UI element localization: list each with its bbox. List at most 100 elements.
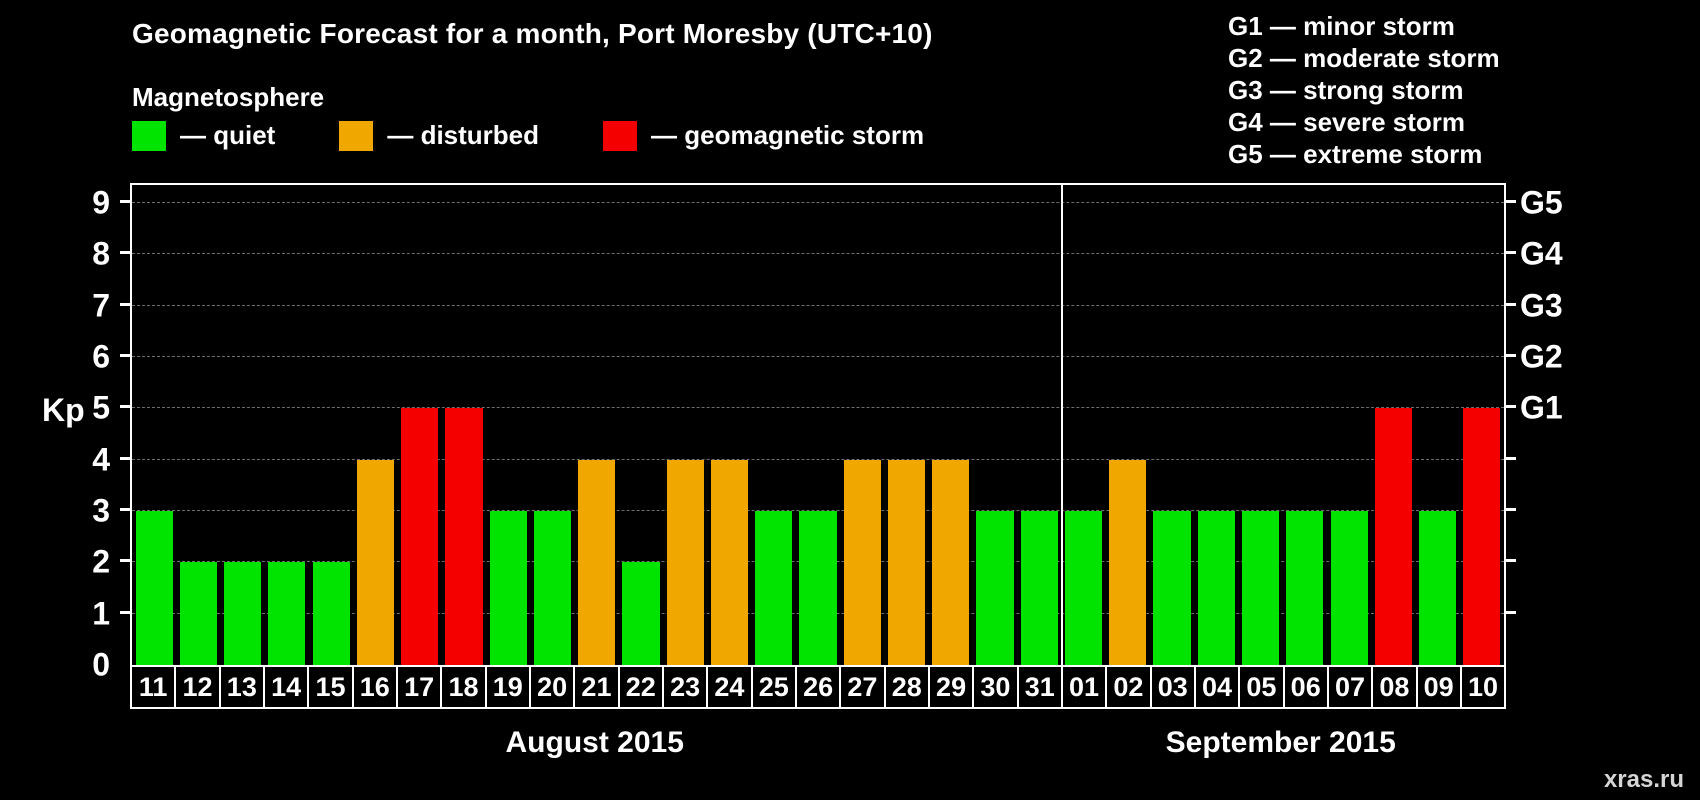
legend-heading: Magnetosphere (132, 82, 325, 112)
disturbed-color-swatch (339, 120, 374, 151)
day-cell: 09 (1418, 667, 1462, 707)
day-cell: 03 (1152, 667, 1196, 707)
kp-axis-label: Kp (42, 392, 85, 428)
kp-bar (1463, 408, 1501, 665)
grid-line (132, 510, 1504, 511)
left-axis-tick (120, 199, 132, 203)
month-separator (1061, 185, 1064, 665)
kp-bar (622, 562, 660, 665)
left-axis-tick (120, 302, 132, 306)
day-cell: 24 (708, 667, 753, 707)
day-cell: 16 (354, 667, 398, 707)
day-cell: 06 (1285, 667, 1329, 707)
kp-bar (356, 459, 394, 665)
chart-title: Geomagnetic Forecast for a month, Port M… (132, 18, 933, 49)
left-axis-tick (120, 610, 132, 614)
right-axis-tick (1504, 456, 1516, 460)
day-cell: 11 (132, 667, 177, 707)
right-axis-tick (1504, 353, 1516, 357)
kp-bar (1064, 511, 1103, 665)
left-axis-tick (120, 353, 132, 357)
kp-bar (843, 459, 881, 665)
g-tick-label: G3 (1520, 287, 1563, 324)
day-cell: 17 (398, 667, 443, 707)
kp-bar (1153, 511, 1191, 665)
kp-tick-label: 5 (92, 389, 110, 426)
kp-bar (179, 562, 217, 665)
kp-tick-label: 3 (92, 492, 110, 529)
day-cell: 05 (1240, 667, 1285, 707)
storm-scale-item: G4 — severe storm (1228, 107, 1466, 137)
g-scale-tick-labels: G1 G2 G3 G4 G5 (1506, 184, 1646, 665)
kp-bar (755, 511, 793, 665)
plot-area (120, 183, 1516, 667)
grid-line (132, 201, 1504, 203)
day-cell: 21 (575, 667, 620, 707)
right-axis-tick (1504, 610, 1516, 614)
legend-item: — quiet (132, 120, 275, 151)
kp-bar (1197, 511, 1235, 665)
day-cell: 26 (797, 667, 842, 707)
g-tick-label: G1 (1520, 389, 1563, 426)
storm-color-swatch (603, 120, 638, 151)
kp-bar (799, 511, 837, 665)
legend-item: — geomagnetic storm (603, 120, 924, 151)
right-axis-tick (1504, 508, 1516, 511)
month-label: August 2015 (505, 726, 684, 759)
left-axis-tick (120, 456, 132, 460)
kp-tick-labels: 0 1 2 3 4 5 6 7 8 9 (0, 184, 124, 682)
day-cell: 22 (620, 667, 664, 707)
right-axis-tick (1504, 199, 1516, 203)
watermark: xras.ru (1603, 766, 1684, 793)
kp-bar (1330, 511, 1368, 665)
kp-bar (666, 459, 704, 665)
grid-line (132, 458, 1504, 460)
kp-bar (445, 408, 483, 665)
kp-bar (1109, 459, 1147, 665)
storm-scale-item: G2 — moderate storm (1228, 43, 1500, 73)
kp-tick-label: 1 (92, 595, 110, 632)
legend-item-label: — geomagnetic storm (651, 120, 925, 150)
left-axis-tick (120, 405, 132, 409)
legend-item: — disturbed (339, 120, 539, 151)
day-cell: 25 (753, 667, 797, 707)
day-cell: 19 (487, 667, 531, 707)
day-cell: 18 (442, 667, 487, 707)
kp-bar (710, 459, 749, 665)
month-label: September 2015 (1165, 726, 1396, 759)
grid-line (132, 304, 1504, 306)
kp-bar (578, 459, 616, 665)
month-axis-labels: August 2015 September 2015 (130, 726, 1502, 770)
day-cell: 14 (265, 667, 310, 707)
day-cell: 23 (664, 667, 709, 707)
grid-line (132, 407, 1504, 409)
day-cell: 15 (309, 667, 354, 707)
kp-bar (533, 511, 572, 665)
grid-line (132, 253, 1504, 255)
storm-scale-item: G3 — strong storm (1228, 75, 1464, 105)
kp-bar (976, 511, 1014, 665)
left-axis-tick (120, 251, 132, 255)
day-cell: 31 (1019, 667, 1063, 707)
day-cell: 01 (1063, 667, 1108, 707)
day-cell: 07 (1329, 667, 1374, 707)
kp-bar (268, 562, 306, 665)
day-cell: 20 (531, 667, 576, 707)
storm-scale-legend: G1 — minor storm G2 — moderate storm G3 — … (1228, 10, 1500, 170)
day-cell: 30 (974, 667, 1019, 707)
kp-tick-label: 4 (92, 441, 110, 478)
storm-scale-item: G1 — minor storm (1228, 11, 1455, 41)
right-axis-tick (1504, 302, 1516, 306)
kp-bar (489, 511, 527, 665)
kp-tick-label: 0 (92, 646, 110, 683)
quiet-color-swatch (132, 120, 166, 151)
day-cell: 28 (886, 667, 930, 707)
right-axis-tick (1504, 559, 1516, 563)
g-tick-label: G5 (1520, 184, 1563, 221)
kp-bar (1419, 511, 1457, 665)
day-cell: 08 (1373, 667, 1418, 707)
kp-tick-label: 9 (92, 184, 110, 221)
left-axis-tick (120, 508, 132, 511)
kp-bar (1241, 511, 1280, 665)
